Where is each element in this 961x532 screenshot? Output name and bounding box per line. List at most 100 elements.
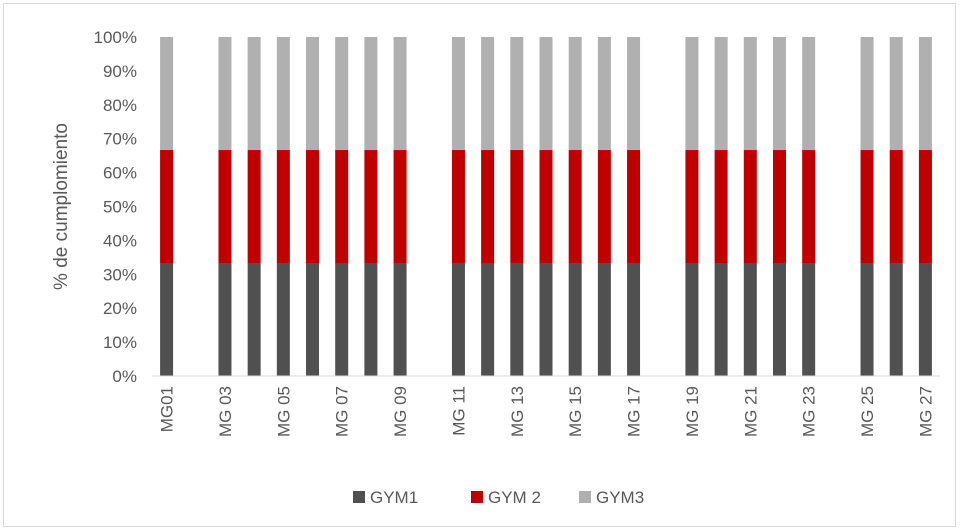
bar-segment-gym1 — [685, 263, 699, 376]
bar-segment-gym3 — [451, 37, 465, 151]
y-tick-label: 40% — [103, 231, 137, 250]
bar-segment-gym1 — [889, 263, 903, 376]
y-tick-label: 0% — [112, 367, 137, 386]
bar-segment-gym2 — [306, 150, 320, 264]
y-tick-label: 60% — [103, 164, 137, 183]
x-tick-label: MG 11 — [449, 386, 468, 436]
stacked-bar-chart: 0%10%20%30%40%50%60%70%80%90%100% MG01 MG… — [51, 28, 940, 507]
bar-segment-gym1 — [802, 263, 816, 376]
bar-segment-gym2 — [160, 150, 174, 264]
bar-segment-gym2 — [568, 150, 582, 264]
bar-segment-gym1 — [481, 263, 495, 376]
bar-segment-gym2 — [247, 150, 261, 264]
y-tick-label: 80% — [103, 96, 137, 115]
bar-segment-gym1 — [393, 263, 407, 376]
bars — [160, 37, 932, 376]
bar-segment-gym2 — [451, 150, 465, 264]
bar-segment-gym3 — [510, 37, 524, 151]
x-axis-ticks: MG01 MG 03 MG 05 MG 07 MG 09 MG 11 MG 13 MG 15 M… — [158, 386, 936, 437]
x-tick-label: MG01 — [158, 386, 177, 432]
y-tick-label: 100% — [94, 28, 137, 47]
bar-segment-gym2 — [714, 150, 728, 264]
bar-segment-gym3 — [627, 37, 641, 151]
x-tick-label: MG 19 — [683, 386, 702, 437]
bar-segment-gym3 — [743, 37, 757, 151]
chart-area: 0% 10% 20% 30% 40% 50% 60% 70% 80% 90% 100% MG01 MG… — [3, 3, 956, 527]
legend-label: GYM3 — [596, 488, 644, 507]
bar-segment-gym3 — [335, 37, 349, 151]
y-axis-title: % de cumplomiento — [51, 123, 72, 290]
y-tick-label: 90% — [103, 62, 137, 81]
bar-segment-gym1 — [160, 263, 174, 376]
legend: GYM1 GYM 2 GYM3 — [353, 488, 644, 507]
bar-segment-gym1 — [568, 263, 582, 376]
legend-swatch — [579, 491, 591, 503]
bar-segment-gym1 — [772, 263, 786, 376]
y-tick-label: 20% — [103, 299, 137, 318]
bar-segment-gym3 — [160, 37, 174, 151]
y-tick-label: 50% — [103, 198, 137, 217]
bar-segment-gym2 — [772, 150, 786, 264]
bar-segment-gym3 — [860, 37, 874, 151]
bar-segment-gym2 — [685, 150, 699, 264]
bar-segment-gym1 — [743, 263, 757, 376]
bar-segment-gym2 — [627, 150, 641, 264]
bar-segment-gym2 — [276, 150, 290, 264]
bar-segment-gym2 — [335, 150, 349, 264]
bar-segment-gym1 — [510, 263, 524, 376]
x-tick-label: MG 03 — [216, 386, 235, 437]
bar-segment-gym3 — [772, 37, 786, 151]
bar-segment-gym3 — [889, 37, 903, 151]
bar-segment-gym3 — [306, 37, 320, 151]
bar-segment-gym3 — [393, 37, 407, 151]
bar-segment-gym1 — [276, 263, 290, 376]
legend-label: GYM 2 — [488, 488, 541, 507]
bar-segment-gym1 — [451, 263, 465, 376]
bar-segment-gym3 — [539, 37, 553, 151]
x-tick-label: MG 27 — [916, 386, 935, 437]
bar-segment-gym1 — [627, 263, 641, 376]
bar-segment-gym2 — [918, 150, 932, 264]
y-tick-label: 30% — [103, 265, 137, 284]
bar-segment-gym2 — [743, 150, 757, 264]
x-tick-label: MG 13 — [508, 386, 527, 437]
x-tick-label: MG 21 — [741, 386, 760, 437]
y-tick-label: 70% — [103, 130, 137, 149]
bar-segment-gym1 — [335, 263, 349, 376]
legend-swatch — [471, 491, 483, 503]
bar-segment-gym1 — [247, 263, 261, 376]
bar-segment-gym2 — [393, 150, 407, 264]
x-tick-label: MG 23 — [800, 386, 819, 437]
y-tick-label: 10% — [103, 333, 137, 352]
bar-segment-gym3 — [685, 37, 699, 151]
bar-segment-gym1 — [714, 263, 728, 376]
x-tick-label: MG 05 — [274, 386, 293, 437]
x-tick-label: MG 15 — [566, 386, 585, 437]
x-tick-label: MG 07 — [333, 386, 352, 437]
bar-segment-gym2 — [364, 150, 378, 264]
x-tick-label: MG 25 — [858, 386, 877, 437]
x-tick-label: MG 17 — [625, 386, 644, 437]
bar-segment-gym2 — [860, 150, 874, 264]
bar-segment-gym3 — [481, 37, 495, 151]
bar-segment-gym1 — [597, 263, 611, 376]
bar-segment-gym3 — [364, 37, 378, 151]
bar-segment-gym1 — [539, 263, 553, 376]
bar-segment-gym3 — [714, 37, 728, 151]
bar-segment-gym2 — [481, 150, 495, 264]
bar-segment-gym1 — [306, 263, 320, 376]
bar-segment-gym3 — [568, 37, 582, 151]
bar-segment-gym2 — [510, 150, 524, 264]
y-axis-ticks: 0% 10% 20% 30% 40% 50% 60% 70% 80% 90% 100% — [94, 28, 137, 386]
bar-segment-gym2 — [539, 150, 553, 264]
bar-segment-gym1 — [860, 263, 874, 376]
bar-segment-gym2 — [802, 150, 816, 264]
bar-segment-gym2 — [597, 150, 611, 264]
bar-segment-gym3 — [597, 37, 611, 151]
bar-segment-gym1 — [218, 263, 232, 376]
bar-segment-gym1 — [918, 263, 932, 376]
legend-label: GYM1 — [370, 488, 418, 507]
x-tick-label: MG 09 — [391, 386, 410, 437]
bar-segment-gym2 — [889, 150, 903, 264]
legend-swatch — [353, 491, 365, 503]
